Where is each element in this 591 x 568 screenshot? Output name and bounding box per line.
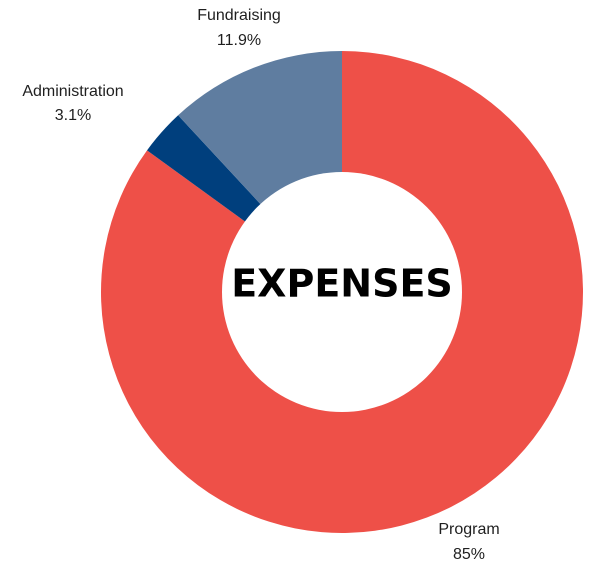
slice-value-fundraising: 11.9%	[217, 32, 261, 49]
slice-label-administration: Administration	[22, 83, 123, 100]
slice-label-program: Program	[438, 521, 499, 538]
slice-value-program: 85%	[453, 546, 485, 563]
slice-value-administration: 3.1%	[55, 107, 91, 124]
donut-hole	[222, 172, 462, 412]
chart-center-title: EXPENSES	[231, 262, 453, 306]
slice-label-fundraising: Fundraising	[197, 7, 281, 24]
slice-labels: Program 85% Administration 3.1% Fundraising 1…	[22, 7, 499, 563]
